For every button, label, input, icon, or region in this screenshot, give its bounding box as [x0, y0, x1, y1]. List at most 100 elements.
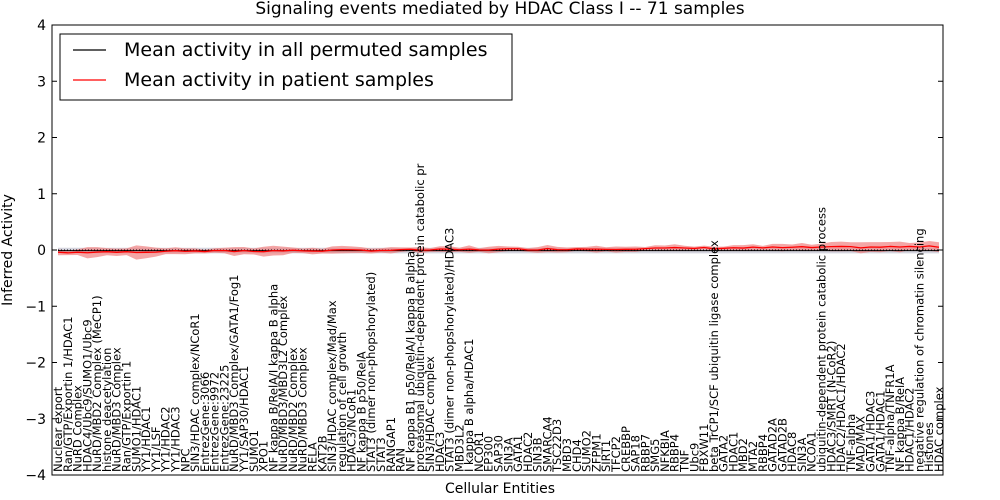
- entity-label: NuRD/MBD3 Complex: [296, 347, 310, 472]
- entity-label: STAT3: [374, 437, 388, 472]
- entity-label: HDAC2: [521, 432, 535, 472]
- entity-label: TFCP2: [609, 436, 623, 473]
- entity-label: NF kappa B1 p50/RelA/I kappa B alpha: [403, 251, 417, 472]
- entity-label: NFKBIA: [658, 430, 672, 472]
- legend: Mean activity in all permuted samples Me…: [59, 33, 513, 101]
- entity-label: Nuclear export: [51, 386, 65, 472]
- entity-label: HDAC3/NCoR1: [345, 389, 359, 472]
- entity-label: GATAD2A: [766, 418, 780, 472]
- entity-label: NuRD/MBD3 Complex/GATA1/Fog1: [227, 275, 241, 473]
- y-tick-label: 0: [37, 243, 46, 259]
- entity-label: NCOR1: [472, 431, 486, 472]
- entity-label: RBBP4: [668, 434, 682, 472]
- entity-label: SIRT1: [599, 440, 613, 472]
- entity-label: Ubc9: [687, 443, 701, 472]
- entity-label: HDAC complex: [932, 386, 946, 472]
- entity-label: SIN3A: [501, 437, 515, 472]
- entity-label: MBD2: [736, 438, 750, 472]
- entity-label: NuRD/MBD3/MBD3L2 Complex: [276, 296, 290, 472]
- entity-label: ZFPM1: [589, 433, 603, 472]
- y-tick-label: 4: [37, 18, 46, 34]
- entity-label: NuRD/MBD3 Complex: [110, 347, 124, 472]
- entity-label: YY1/LSF: [149, 426, 163, 473]
- entity-label: Ran/GTP/Exportin 1: [120, 361, 134, 472]
- entity-label: SIN3B: [531, 437, 545, 472]
- entity-label: GATA1/HDAC3: [863, 391, 877, 472]
- entity-label: EntrezGene:23225: [217, 365, 231, 472]
- entity-label: NF kappa B/RelA: [893, 377, 907, 472]
- entity-label: NCOA1: [805, 431, 819, 472]
- entity-label: RELA: [306, 442, 320, 472]
- entity-label: TSC22D3: [550, 419, 564, 473]
- entity-label: NF kappa B p50/RelA: [354, 351, 368, 472]
- y-tick-label: −1: [25, 299, 46, 315]
- entity-label: NuRD/MBD2 Complex (MeCP1): [90, 295, 104, 472]
- entity-label: Histones: [922, 422, 936, 472]
- entity-label: Ran/GTP/Exportin 1/HDAC1: [61, 316, 75, 472]
- entity-label: negative regulation of chromatin silenci…: [912, 228, 926, 472]
- y-tick-label: −2: [25, 356, 46, 372]
- entity-label: SUMO1: [247, 430, 261, 472]
- x-axis-label: Cellular Entities: [445, 481, 555, 497]
- entity-label: GATAD2B: [775, 418, 789, 472]
- legend-box: [59, 33, 513, 101]
- entity-label: STAT3 (dimer non-phopshorylated): [364, 272, 378, 472]
- entity-label: ubiquitin-dependent protein catabolic pr…: [815, 207, 829, 472]
- entity-label: regulation of cell growth: [335, 332, 349, 472]
- entity-label: HDAC4/Ubc9/SUMO1/Ubc9: [80, 319, 94, 472]
- entity-label: MBD3L2: [452, 424, 466, 472]
- patient-mean-line: [57, 245, 940, 254]
- entity-label: histone deacetylation: [100, 348, 114, 472]
- entity-label: HDAC1/HDAC2: [903, 388, 917, 473]
- entity-label: CREBBP: [619, 426, 633, 472]
- entity-label: TNF: [677, 450, 691, 473]
- entity-label: SMG5: [648, 439, 662, 472]
- entity-label: TNF-alpha/TNFR1A: [883, 364, 897, 473]
- y-tick-label: 3: [37, 74, 46, 90]
- entity-label: beta TrCP1/SCF ubiquitin ligase complex: [707, 240, 721, 472]
- entity-label: SIN3A: [795, 437, 809, 472]
- entity-label: RBBP4: [756, 434, 770, 472]
- entity-label: CHD4: [570, 439, 584, 472]
- entity-label: I kappa B alpha/HDAC1: [462, 339, 476, 472]
- entity-label: GATA1/HDAC1: [873, 391, 887, 472]
- entity-label: KAT2B: [315, 435, 329, 472]
- entity-label: NuRD/MBD2 Complex: [286, 347, 300, 472]
- entity-label: GATA2: [717, 435, 731, 472]
- entity-label: SUMO1/HDAC1: [129, 386, 143, 472]
- entity-label: proteasomal ubiquitin-dependent protein …: [413, 163, 427, 472]
- entity-label: HDAC8: [785, 432, 799, 472]
- legend-label-permuted: Mean activity in all permuted samples: [124, 39, 487, 61]
- chart-title: Signaling events mediated by HDAC Class …: [255, 0, 744, 19]
- y-tick-label: 1: [37, 187, 46, 203]
- entity-label: STAT3 (dimer non-phopshorylated)/HDAC3: [443, 228, 457, 472]
- entity-label: SIN3/HDAC complex: [423, 356, 437, 472]
- entity-label: NuRD Complex: [71, 385, 85, 472]
- entity-label: SAP18: [629, 435, 643, 472]
- legend-label-patient: Mean activity in patient samples: [124, 69, 434, 91]
- entity-label: SIN3/HDAC complex/Mad/Max: [325, 300, 339, 472]
- entity-label: EntrezGene:9972: [208, 372, 222, 472]
- entity-label: SMARCA4: [540, 416, 554, 472]
- entity-label: GATA1: [511, 435, 525, 472]
- entity-label: HDAC2/HDAC1/HDAC2: [834, 343, 848, 472]
- entity-label: YY1/HDAC3: [168, 406, 182, 473]
- y-axis-label: Inferred Activity: [0, 194, 16, 306]
- entity-label: RAN: [394, 448, 408, 472]
- entity-label: MAD/MAX: [854, 416, 868, 472]
- entity-label: FBXW11: [697, 424, 711, 472]
- entity-label: HDAC3: [433, 432, 447, 472]
- entity-label: TNF-alpha: [844, 414, 858, 473]
- entity-label: HDAC1: [726, 432, 740, 472]
- entity-label: SUMO2: [580, 430, 594, 472]
- entity-label: HDAC3/SMRT (N-CoR2): [824, 341, 838, 472]
- entity-label: NPC: [178, 448, 192, 472]
- entity-label: MTA2: [746, 441, 760, 472]
- entity-label: YY1/HDAC2: [159, 406, 173, 473]
- entity-label: EP300: [482, 436, 496, 472]
- entity-label: XPO1: [257, 441, 271, 472]
- entity-label: MBD3: [560, 438, 574, 472]
- entity-label: YY1/HDAC1: [139, 406, 153, 473]
